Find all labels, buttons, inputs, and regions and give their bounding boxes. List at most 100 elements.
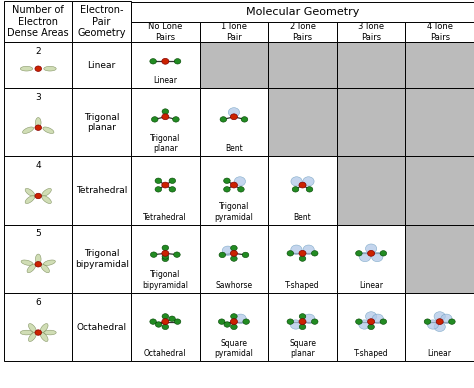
Circle shape: [299, 319, 306, 324]
Circle shape: [235, 314, 246, 323]
Circle shape: [367, 250, 374, 256]
Circle shape: [299, 314, 306, 319]
Circle shape: [359, 320, 370, 329]
Bar: [200, 156, 268, 225]
Circle shape: [367, 319, 374, 324]
Circle shape: [152, 117, 158, 122]
Ellipse shape: [44, 260, 55, 265]
Circle shape: [306, 187, 313, 192]
Circle shape: [303, 314, 315, 323]
Bar: [131, 2, 474, 22]
Text: Octahedral: Octahedral: [77, 322, 127, 332]
Circle shape: [287, 319, 293, 324]
Text: 6: 6: [36, 298, 41, 307]
Circle shape: [162, 314, 169, 319]
Circle shape: [224, 187, 230, 192]
Bar: [4, 156, 73, 225]
Text: Tetrahedral: Tetrahedral: [76, 186, 128, 195]
Text: Trigonal
pyramidal: Trigonal pyramidal: [214, 202, 254, 222]
Circle shape: [174, 59, 181, 64]
Circle shape: [368, 324, 374, 329]
Bar: [73, 293, 131, 361]
Bar: [200, 42, 268, 88]
Bar: [405, 156, 474, 225]
Bar: [4, 225, 73, 293]
Text: Trigonal
bipyramidal: Trigonal bipyramidal: [75, 249, 128, 268]
Circle shape: [155, 322, 162, 327]
Text: Electron-
Pair
Geometry: Electron- Pair Geometry: [77, 5, 126, 38]
Text: 5: 5: [36, 229, 41, 238]
Circle shape: [230, 250, 237, 256]
Circle shape: [231, 324, 237, 329]
Circle shape: [428, 320, 438, 329]
Text: Sawhorse: Sawhorse: [215, 281, 253, 290]
Ellipse shape: [44, 66, 56, 71]
Circle shape: [291, 177, 302, 186]
Text: Linear: Linear: [428, 349, 452, 358]
Circle shape: [162, 182, 169, 188]
Circle shape: [292, 187, 299, 192]
Text: Trigonal
bipyramidal: Trigonal bipyramidal: [142, 270, 188, 290]
Bar: [131, 42, 200, 88]
Text: T-shaped: T-shaped: [354, 349, 388, 358]
Bar: [337, 156, 405, 225]
Ellipse shape: [27, 264, 36, 273]
Circle shape: [220, 117, 227, 122]
Ellipse shape: [21, 260, 33, 265]
Text: 4: 4: [36, 161, 41, 170]
Bar: [73, 88, 131, 156]
Ellipse shape: [36, 118, 41, 128]
Circle shape: [150, 59, 156, 64]
Bar: [131, 225, 200, 293]
Ellipse shape: [28, 324, 36, 333]
Circle shape: [241, 117, 248, 122]
Circle shape: [231, 256, 237, 261]
Bar: [337, 42, 405, 88]
Circle shape: [303, 245, 314, 254]
Circle shape: [231, 245, 237, 251]
Ellipse shape: [40, 333, 48, 341]
Text: Trigonal
planar: Trigonal planar: [150, 134, 181, 153]
Circle shape: [434, 312, 446, 321]
Circle shape: [224, 322, 230, 327]
Circle shape: [162, 256, 169, 262]
Circle shape: [231, 314, 237, 319]
Bar: [405, 22, 474, 42]
Text: No Lone
Pairs: No Lone Pairs: [148, 22, 182, 42]
Circle shape: [35, 193, 42, 199]
Circle shape: [311, 319, 318, 324]
Text: Bent: Bent: [225, 144, 243, 153]
Circle shape: [356, 319, 362, 324]
Bar: [405, 88, 474, 156]
Circle shape: [365, 312, 377, 321]
Text: 4 lone
Pairs: 4 lone Pairs: [427, 22, 453, 42]
Bar: [268, 225, 337, 293]
Bar: [73, 42, 131, 88]
Ellipse shape: [20, 330, 33, 335]
Circle shape: [242, 252, 249, 258]
Ellipse shape: [42, 189, 51, 196]
Ellipse shape: [41, 264, 49, 273]
Circle shape: [162, 114, 169, 120]
Circle shape: [441, 314, 452, 323]
Circle shape: [35, 66, 42, 71]
Circle shape: [35, 330, 42, 335]
Circle shape: [424, 319, 431, 324]
Text: Linear: Linear: [153, 76, 177, 85]
Bar: [200, 293, 268, 361]
Circle shape: [372, 252, 383, 262]
Bar: [337, 88, 405, 156]
Circle shape: [303, 177, 314, 186]
Bar: [337, 293, 405, 361]
Circle shape: [380, 319, 387, 324]
Circle shape: [434, 322, 446, 331]
Circle shape: [230, 319, 237, 324]
Circle shape: [299, 182, 306, 188]
Circle shape: [169, 316, 175, 321]
Bar: [4, 88, 73, 156]
Text: 2: 2: [36, 47, 41, 55]
Circle shape: [169, 178, 176, 184]
Text: 3: 3: [36, 93, 41, 102]
Circle shape: [35, 262, 42, 267]
Circle shape: [365, 244, 377, 253]
